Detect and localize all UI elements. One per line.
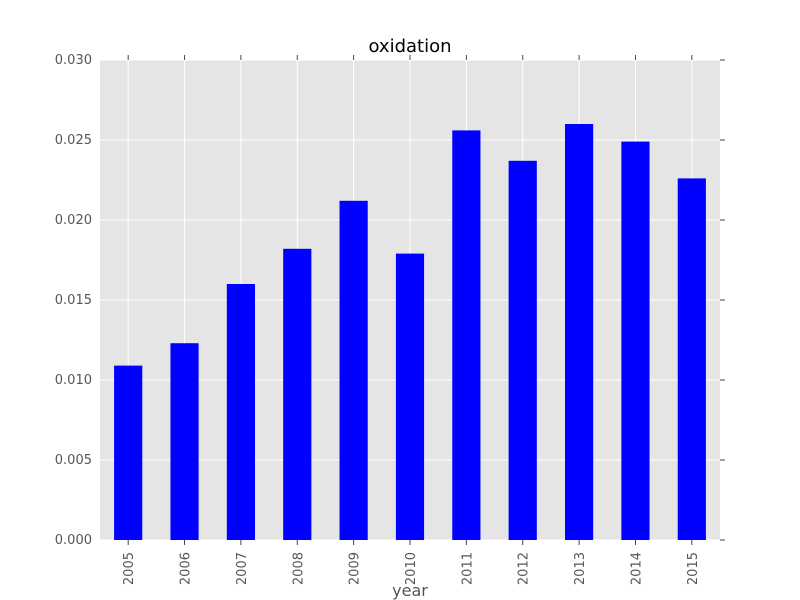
x-tick-label: 2011 (460, 552, 475, 585)
y-tick-label: 0.010 (55, 373, 92, 388)
chart-title: oxidation (368, 36, 451, 57)
bar-2013 (565, 124, 594, 540)
bar-2008 (283, 248, 312, 541)
bar-2010 (395, 253, 425, 540)
x-tick-label: 2010 (404, 552, 419, 585)
x-tick-label: 2012 (517, 552, 532, 585)
y-tick-label: 0.020 (55, 213, 92, 228)
x-tick-label: 2014 (629, 552, 644, 585)
y-tick-label: 0.030 (55, 53, 92, 68)
x-axis-label: year (392, 581, 428, 600)
bar-2015 (677, 178, 706, 540)
y-tick-label: 0.000 (55, 533, 92, 548)
bar-2014 (621, 141, 650, 540)
y-tick-label: 0.025 (55, 133, 92, 148)
y-tick-label: 0.005 (55, 453, 92, 468)
y-tick-label: 0.015 (55, 293, 92, 308)
bar-2006 (170, 343, 199, 540)
axis-ticks: 0.000 0.005 0.010 0.015 0.020 0.025 0.030 2005 2… (55, 53, 725, 585)
x-tick-label: 2009 (348, 552, 363, 585)
x-tick-label: 2005 (122, 552, 137, 585)
bar-2012 (508, 160, 537, 541)
x-tick-label: 2006 (179, 552, 194, 585)
x-tick-label: 2007 (235, 552, 250, 585)
bar-2009 (339, 200, 368, 541)
bar-2007 (226, 284, 255, 540)
x-tick-label: 2008 (291, 552, 306, 585)
x-tick-label: 2013 (573, 552, 588, 585)
bar-2005 (114, 365, 143, 540)
bar-2011 (452, 130, 481, 540)
x-tick-label: 2015 (686, 552, 701, 585)
bars (114, 124, 706, 541)
